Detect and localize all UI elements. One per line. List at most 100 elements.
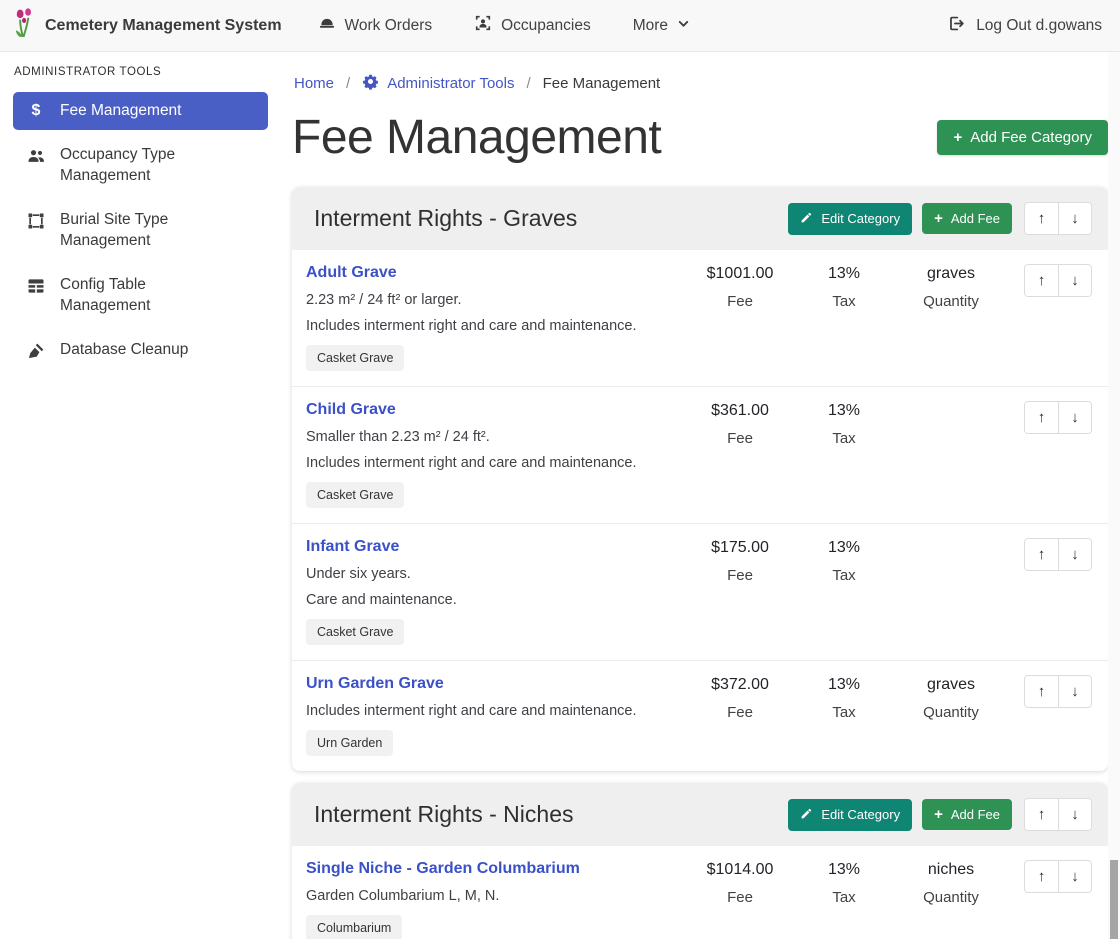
edit-category-button[interactable]: Edit Category xyxy=(788,799,912,831)
nav-more-label: More xyxy=(633,17,668,35)
fee-move-down-button[interactable]: ↓ xyxy=(1058,676,1091,707)
add-fee-label: Add Fee xyxy=(951,807,1000,822)
tax-column: 13% Tax xyxy=(796,538,892,584)
plus-icon: + xyxy=(953,130,962,145)
tax-label: Tax xyxy=(796,889,892,906)
fee-amount: $1014.00 xyxy=(684,861,796,879)
quantity-value: graves xyxy=(892,676,1010,694)
add-fee-category-button[interactable]: + Add Fee Category xyxy=(937,120,1108,155)
edit-category-label: Edit Category xyxy=(821,807,900,822)
sidebar-item-occupancy-type-management[interactable]: Occupancy Type Management xyxy=(13,136,268,195)
fee-name-link[interactable]: Child Grave xyxy=(306,401,396,419)
fee-description: Garden Columbarium L, M, N. xyxy=(306,888,676,904)
fee-move-up-button[interactable]: ↑ xyxy=(1025,539,1058,570)
sidebar-item-label: Occupancy Type Management xyxy=(60,145,230,186)
fee-name-link[interactable]: Urn Garden Grave xyxy=(306,675,444,693)
sidebar-item-label: Fee Management xyxy=(60,101,182,121)
fee-move-down-button[interactable]: ↓ xyxy=(1058,402,1091,433)
tax-label: Tax xyxy=(796,430,892,447)
edit-category-button[interactable]: Edit Category xyxy=(788,203,912,235)
fee-type-badge: Casket Grave xyxy=(306,482,404,508)
fee-move-down-button[interactable]: ↓ xyxy=(1058,265,1091,296)
fee-move-down-button[interactable]: ↓ xyxy=(1058,861,1091,892)
fee-type-badge: Casket Grave xyxy=(306,619,404,645)
fee-name-link[interactable]: Infant Grave xyxy=(306,538,399,556)
breadcrumb-home-link[interactable]: Home xyxy=(294,75,334,92)
tulip-logo-icon xyxy=(12,7,35,44)
fee-amount-column: $372.00 Fee xyxy=(684,675,796,721)
nav-more[interactable]: More xyxy=(633,17,690,35)
category-move-up-button[interactable]: ↑ xyxy=(1025,203,1058,234)
app-title: Cemetery Management System xyxy=(45,17,282,35)
breadcrumb-admin-tools-link[interactable]: Administrator Tools xyxy=(362,73,514,94)
fee-amount: $175.00 xyxy=(684,539,796,557)
tax-column: 13% Tax xyxy=(796,675,892,721)
category-reorder-group: ↑ ↓ xyxy=(1024,798,1092,831)
fee-amount-column: $361.00 Fee xyxy=(684,401,796,447)
category-card-niches: Interment Rights - Niches Edit Category … xyxy=(292,783,1108,939)
logout-button[interactable]: Log Out d.gowans xyxy=(947,14,1102,38)
quantity-column: graves Quantity xyxy=(892,264,1010,310)
add-fee-category-label: Add Fee Category xyxy=(970,129,1092,146)
fee-amount-label: Fee xyxy=(684,430,796,447)
sidebar-item-fee-management[interactable]: $ Fee Management xyxy=(13,92,268,130)
fee-amount-label: Fee xyxy=(684,567,796,584)
fee-amount: $361.00 xyxy=(684,402,796,420)
sidebar-item-label: Database Cleanup xyxy=(60,340,188,360)
breadcrumb-admin-tools-label: Administrator Tools xyxy=(387,75,514,92)
quantity-column xyxy=(892,401,1010,402)
category-move-up-button[interactable]: ↑ xyxy=(1025,799,1058,830)
fee-move-down-button[interactable]: ↓ xyxy=(1058,539,1091,570)
tax-label: Tax xyxy=(796,293,892,310)
fee-move-up-button[interactable]: ↑ xyxy=(1025,861,1058,892)
app-brand[interactable]: Cemetery Management System xyxy=(12,7,282,44)
fee-amount-column: $175.00 Fee xyxy=(684,538,796,584)
fee-description: 2.23 m² / 24 ft² or larger. xyxy=(306,292,676,308)
fee-reorder-group: ↑ ↓ xyxy=(1024,538,1092,571)
main-content: Home / Administrator Tools / Fee Managem… xyxy=(280,52,1120,939)
tax-label: Tax xyxy=(796,567,892,584)
fee-reorder-group: ↑ ↓ xyxy=(1024,401,1092,434)
scrollbar-thumb[interactable] xyxy=(1110,860,1118,939)
tax-value: 13% xyxy=(796,402,892,420)
sidebar: ADMINISTRATOR TOOLS $ Fee Management Occ… xyxy=(0,52,280,939)
top-navbar: Cemetery Management System Work Orders O… xyxy=(0,0,1120,52)
sidebar-item-burial-site-type-management[interactable]: Burial Site Type Management xyxy=(13,201,268,260)
fee-move-up-button[interactable]: ↑ xyxy=(1025,265,1058,296)
fee-description: Includes interment right and care and ma… xyxy=(306,703,676,719)
add-fee-button[interactable]: + Add Fee xyxy=(922,799,1012,830)
add-fee-button[interactable]: + Add Fee xyxy=(922,203,1012,234)
category-card-graves: Interment Rights - Graves Edit Category … xyxy=(292,187,1108,771)
pencil-icon xyxy=(800,807,813,823)
category-move-down-button[interactable]: ↓ xyxy=(1058,799,1091,830)
sidebar-item-database-cleanup[interactable]: Database Cleanup xyxy=(13,331,268,375)
sidebar-item-config-table-management[interactable]: Config Table Management xyxy=(13,266,268,325)
scrollbar-track[interactable] xyxy=(1108,52,1120,939)
quantity-label: Quantity xyxy=(892,889,1010,906)
tax-column: 13% Tax xyxy=(796,860,892,906)
category-move-down-button[interactable]: ↓ xyxy=(1058,203,1091,234)
fee-type-badge: Columbarium xyxy=(306,915,402,939)
fee-amount-label: Fee xyxy=(684,704,796,721)
fee-move-up-button[interactable]: ↑ xyxy=(1025,676,1058,707)
tax-column: 13% Tax xyxy=(796,264,892,310)
breadcrumb: Home / Administrator Tools / Fee Managem… xyxy=(292,64,1108,94)
fee-name-link[interactable]: Adult Grave xyxy=(306,264,397,282)
fee-type-badge: Casket Grave xyxy=(306,345,404,371)
breadcrumb-separator: / xyxy=(526,75,530,92)
quantity-label: Quantity xyxy=(892,293,1010,310)
nav-occupancies[interactable]: Occupancies xyxy=(474,14,591,37)
nav-work-orders[interactable]: Work Orders xyxy=(318,14,433,37)
plus-icon: + xyxy=(934,211,943,226)
fee-move-up-button[interactable]: ↑ xyxy=(1025,402,1058,433)
category-title: Interment Rights - Niches xyxy=(314,801,778,828)
fee-name-link[interactable]: Single Niche - Garden Columbarium xyxy=(306,860,580,878)
quantity-value: graves xyxy=(892,265,1010,283)
fee-reorder-group: ↑ ↓ xyxy=(1024,264,1092,297)
fee-amount-column: $1014.00 Fee xyxy=(684,860,796,906)
fee-reorder-group: ↑ ↓ xyxy=(1024,860,1092,893)
sidebar-item-label: Config Table Management xyxy=(60,275,230,316)
tax-value: 13% xyxy=(796,539,892,557)
fee-amount-label: Fee xyxy=(684,293,796,310)
tax-column: 13% Tax xyxy=(796,401,892,447)
